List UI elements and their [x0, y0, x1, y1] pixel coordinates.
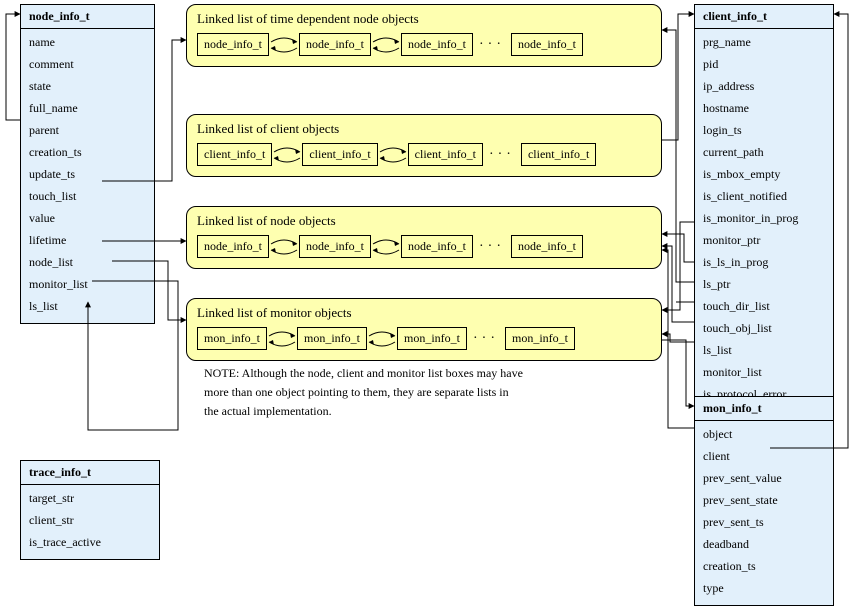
field: touch_obj_list [703, 317, 825, 339]
ll-item: node_info_t [197, 33, 269, 56]
struct-fields: prg_name pid ip_address hostname login_t… [695, 29, 833, 411]
ll-monitor-box: Linked list of monitor objects mon_info_… [186, 298, 662, 361]
field: state [29, 75, 146, 97]
ll-dots: ··· [467, 331, 505, 347]
ll-title: Linked list of node objects [197, 213, 651, 229]
field: prev_sent_ts [703, 511, 825, 533]
field: hostname [703, 97, 825, 119]
ll-row: node_info_t node_info_t node_info_t ··· … [197, 33, 651, 56]
ll-link-icon [367, 330, 397, 348]
field: deadband [703, 533, 825, 555]
note-line: more than one object pointing to them, t… [204, 383, 604, 402]
field: login_ts [703, 119, 825, 141]
ll-item: node_info_t [511, 235, 583, 258]
ll-item: node_info_t [197, 235, 269, 258]
field: prev_sent_state [703, 489, 825, 511]
ll-item: client_info_t [408, 143, 483, 166]
ll-link-icon [371, 36, 401, 54]
ll-link-icon [272, 146, 302, 164]
ll-item: mon_info_t [397, 327, 467, 350]
field: prev_sent_value [703, 467, 825, 489]
field: monitor_ptr [703, 229, 825, 251]
field: full_name [29, 97, 146, 119]
ll-item: client_info_t [302, 143, 377, 166]
ll-item: node_info_t [401, 235, 473, 258]
ll-dots: ··· [483, 147, 521, 163]
ll-item: client_info_t [197, 143, 272, 166]
struct-fields: object client prev_sent_value prev_sent_… [695, 421, 833, 605]
field: monitor_list [29, 273, 146, 295]
ll-title: Linked list of client objects [197, 121, 651, 137]
struct-mon-info: mon_info_t object client prev_sent_value… [694, 396, 834, 606]
field: name [29, 31, 146, 53]
field: is_monitor_in_prog [703, 207, 825, 229]
struct-trace-info: trace_info_t target_str client_str is_tr… [20, 460, 160, 560]
ll-item: node_info_t [401, 33, 473, 56]
field: current_path [703, 141, 825, 163]
field: lifetime [29, 229, 146, 251]
struct-node-info: node_info_t name comment state full_name… [20, 4, 155, 324]
ll-link-icon [269, 238, 299, 256]
note-line: NOTE: Although the node, client and moni… [204, 364, 604, 383]
ll-item: node_info_t [299, 33, 371, 56]
field: touch_list [29, 185, 146, 207]
field: client_str [29, 509, 151, 531]
ll-item: node_info_t [299, 235, 371, 258]
ll-link-icon [378, 146, 408, 164]
field: parent [29, 119, 146, 141]
ll-title: Linked list of time dependent node objec… [197, 11, 651, 27]
field: is_ls_in_prog [703, 251, 825, 273]
field: node_list [29, 251, 146, 273]
field: ls_ptr [703, 273, 825, 295]
ll-link-icon [267, 330, 297, 348]
field: value [29, 207, 146, 229]
note-line: the actual implementation. [204, 402, 604, 421]
field: comment [29, 53, 146, 75]
ll-item: mon_info_t [297, 327, 367, 350]
ll-item: node_info_t [511, 33, 583, 56]
ll-item: mon_info_t [505, 327, 575, 350]
struct-client-info: client_info_t prg_name pid ip_address ho… [694, 4, 834, 412]
field: is_client_notified [703, 185, 825, 207]
ll-link-icon [371, 238, 401, 256]
field: client [703, 445, 825, 467]
field: pid [703, 53, 825, 75]
field: monitor_list [703, 361, 825, 383]
field: ls_list [703, 339, 825, 361]
struct-fields: name comment state full_name parent crea… [21, 29, 154, 323]
ll-title: Linked list of monitor objects [197, 305, 651, 321]
ll-dots: ··· [473, 239, 511, 255]
ll-row: client_info_t client_info_t client_info_… [197, 143, 651, 166]
ll-link-icon [269, 36, 299, 54]
ll-dots: ··· [473, 37, 511, 53]
struct-title: client_info_t [695, 5, 833, 29]
struct-title: node_info_t [21, 5, 154, 29]
ll-row: mon_info_t mon_info_t mon_info_t ··· mon… [197, 327, 651, 350]
field: creation_ts [29, 141, 146, 163]
field: ip_address [703, 75, 825, 97]
field: update_ts [29, 163, 146, 185]
ll-time-box: Linked list of time dependent node objec… [186, 4, 662, 67]
struct-title: trace_info_t [21, 461, 159, 485]
field: target_str [29, 487, 151, 509]
ll-row: node_info_t node_info_t node_info_t ··· … [197, 235, 651, 258]
field: is_mbox_empty [703, 163, 825, 185]
struct-title: mon_info_t [695, 397, 833, 421]
field: type [703, 577, 825, 599]
field: object [703, 423, 825, 445]
ll-item: mon_info_t [197, 327, 267, 350]
ll-item: client_info_t [521, 143, 596, 166]
ll-client-box: Linked list of client objects client_inf… [186, 114, 662, 177]
field: prg_name [703, 31, 825, 53]
field: ls_list [29, 295, 146, 317]
field: is_trace_active [29, 531, 151, 553]
field: touch_dir_list [703, 295, 825, 317]
field: creation_ts [703, 555, 825, 577]
struct-fields: target_str client_str is_trace_active [21, 485, 159, 559]
ll-node-box: Linked list of node objects node_info_t … [186, 206, 662, 269]
note-text: NOTE: Although the node, client and moni… [204, 364, 604, 422]
